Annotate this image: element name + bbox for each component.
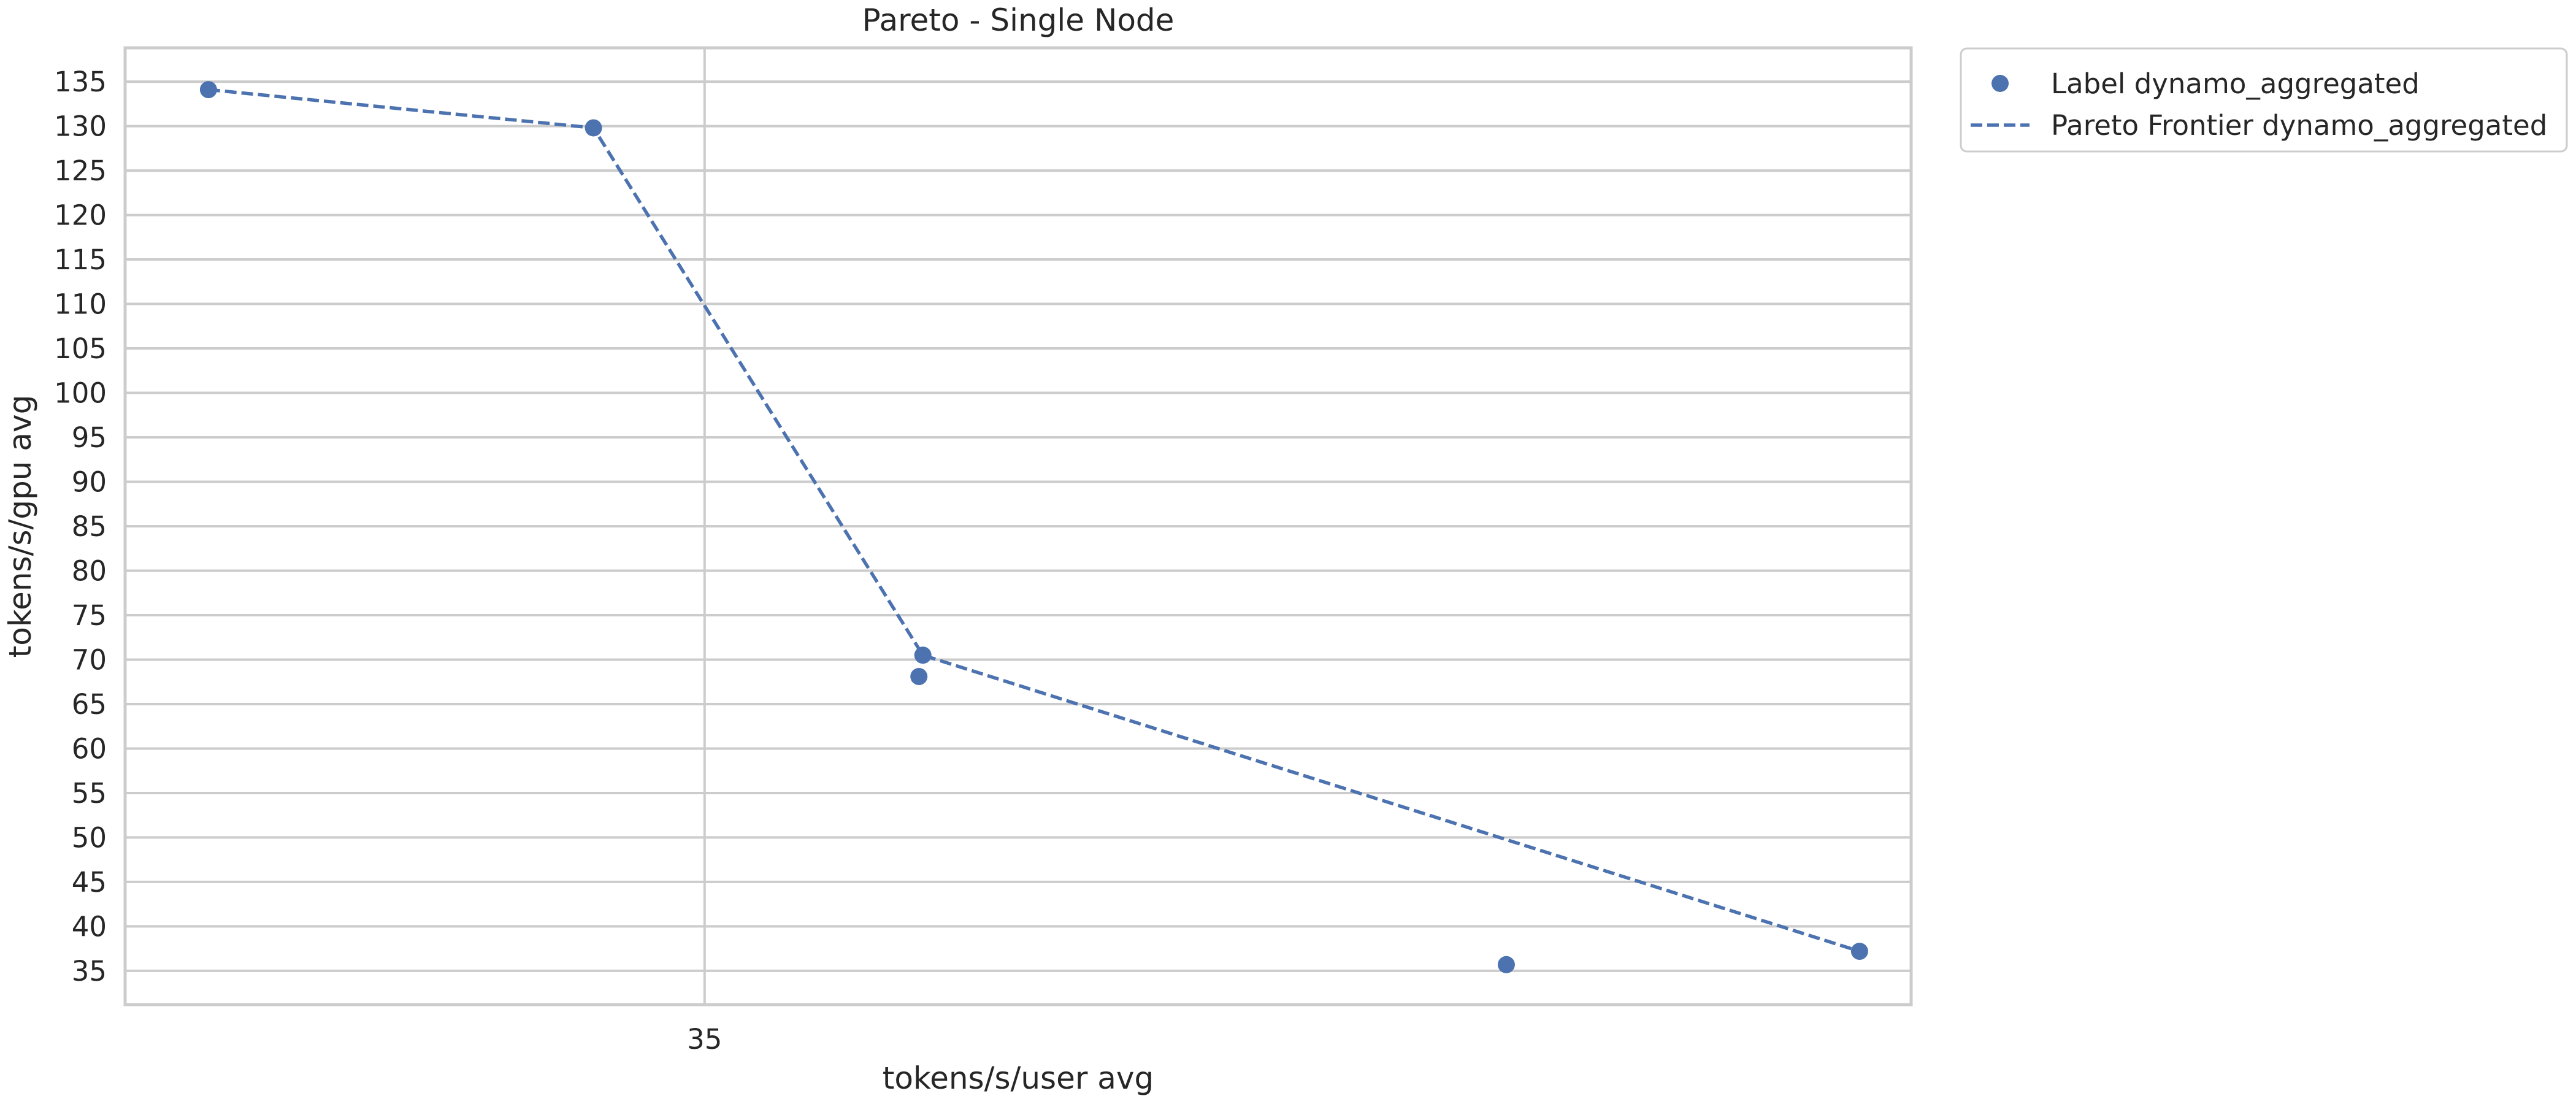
y-tick-label: 50 [72,821,107,854]
points-layer [199,81,1868,973]
legend-label-scatter: Label dynamo_aggregated [2051,67,2420,100]
y-tick-label: 130 [54,110,107,143]
data-point [585,119,602,137]
y-tick-label: 90 [72,466,107,499]
legend-box [1960,47,2568,153]
x-tick-labels: 35 [687,1023,722,1056]
y-tick-label: 65 [72,688,107,721]
y-tick-labels: 35 40 45 50 55 60 65 70 75 80 85 90 95 100 105 110 115 12… [54,66,107,987]
y-tick-label: 115 [54,243,107,276]
y-tick-label: 60 [72,732,107,765]
y-tick-label: 45 [72,866,107,899]
data-point [1497,956,1515,973]
pareto-frontier-line [208,88,1860,953]
legend: Label dynamo_aggregated Pareto Frontier … [1960,47,2568,153]
y-tick-label: 125 [54,155,107,187]
data-point [1850,943,1868,960]
y-tick-label: 80 [72,554,107,587]
chart-title: Pareto - Single Node [862,2,1175,38]
y-tick-label: 85 [72,510,107,543]
y-tick-label: 70 [72,643,107,676]
y-tick-label: 95 [72,421,107,454]
plot-frame [123,46,1913,1006]
data-point [910,668,928,686]
legend-label-frontier: Pareto Frontier dynamo_aggregated [2051,109,2547,142]
grid-layer [125,48,1911,1005]
data-point [199,81,217,99]
y-tick-label: 55 [72,777,107,810]
y-tick-label: 35 [72,955,107,987]
data-point [914,646,932,664]
legend-marker-scatter [1991,75,2009,92]
y-tick-label: 40 [72,910,107,943]
y-tick-label: 105 [54,332,107,365]
x-axis-label: tokens/s/user avg [883,1060,1154,1096]
y-tick-label: 100 [54,377,107,410]
y-tick-label: 110 [54,288,107,321]
x-tick-label: 35 [687,1023,722,1056]
frontier-layer [208,88,1860,953]
y-tick-label: 75 [72,599,107,632]
y-tick-label: 120 [54,199,107,232]
y-axis-label: tokens/s/gpu avg [2,395,38,658]
y-tick-label: 135 [54,66,107,98]
